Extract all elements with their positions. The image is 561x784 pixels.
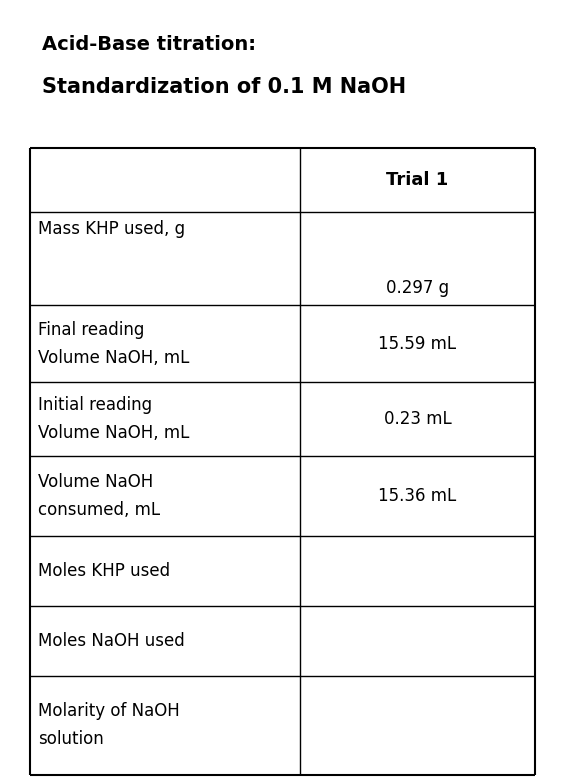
Text: Trial 1: Trial 1 xyxy=(387,171,449,189)
Text: Moles KHP used: Moles KHP used xyxy=(38,562,170,580)
Text: 15.59 mL: 15.59 mL xyxy=(379,335,457,353)
Text: solution: solution xyxy=(38,731,104,749)
Text: Acid-Base titration:: Acid-Base titration: xyxy=(42,35,256,54)
Text: Volume NaOH, mL: Volume NaOH, mL xyxy=(38,349,190,366)
Text: 15.36 mL: 15.36 mL xyxy=(378,487,457,505)
Text: Standardization of 0.1 M NaOH: Standardization of 0.1 M NaOH xyxy=(42,77,406,97)
Text: Volume NaOH: Volume NaOH xyxy=(38,473,153,491)
Text: Final reading: Final reading xyxy=(38,321,144,339)
Text: Molarity of NaOH: Molarity of NaOH xyxy=(38,702,180,720)
Text: 0.23 mL: 0.23 mL xyxy=(384,410,452,428)
Text: 0.297 g: 0.297 g xyxy=(386,279,449,297)
Text: Volume NaOH, mL: Volume NaOH, mL xyxy=(38,424,190,442)
Text: Initial reading: Initial reading xyxy=(38,396,152,414)
Text: consumed, mL: consumed, mL xyxy=(38,501,160,519)
Text: Moles NaOH used: Moles NaOH used xyxy=(38,632,185,650)
Text: Mass KHP used, g: Mass KHP used, g xyxy=(38,220,185,238)
